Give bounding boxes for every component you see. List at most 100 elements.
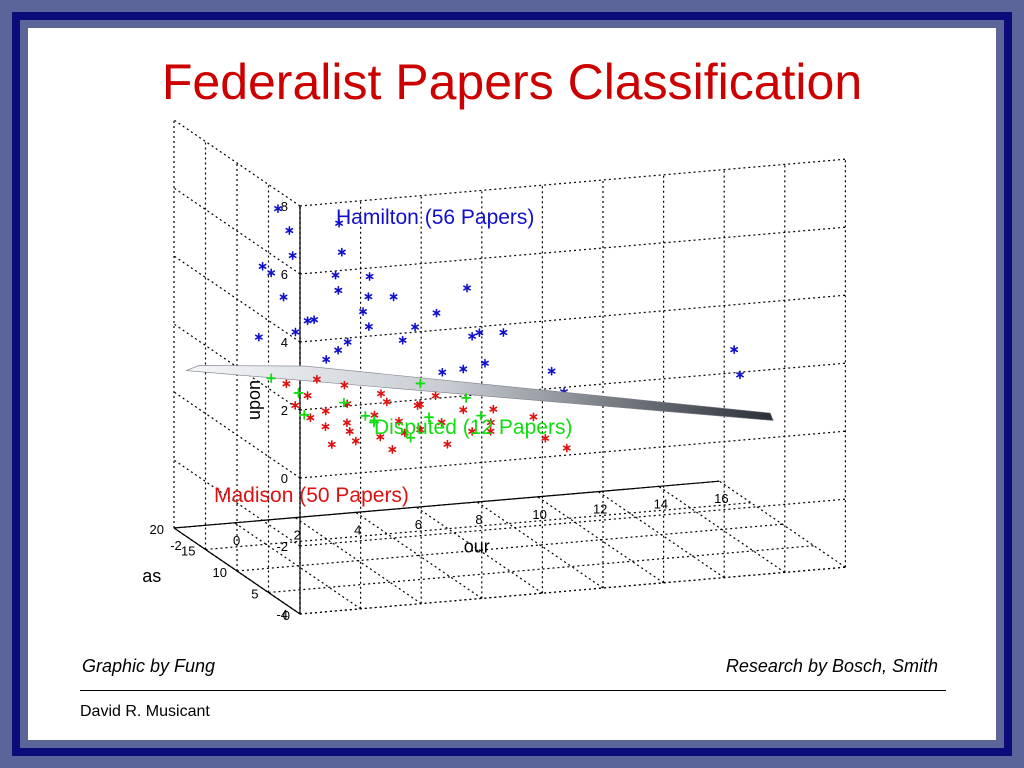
data-point	[547, 366, 556, 376]
x-tick-label: 0	[233, 533, 240, 548]
x-axis-line	[173, 480, 720, 529]
data-point	[365, 272, 374, 281]
data-point	[274, 204, 282, 214]
z-tick-label: -2	[276, 539, 288, 554]
data-point	[476, 410, 486, 421]
grid-line	[299, 226, 846, 275]
grid-line	[299, 566, 846, 615]
series-annotation: Disputed (12 Papers)	[374, 416, 572, 439]
data-point	[415, 378, 426, 389]
z-axis-label: upon	[244, 380, 264, 420]
y-tick-label: 5	[251, 587, 258, 602]
data-point	[258, 261, 267, 271]
x-tick-label: 4	[354, 522, 361, 537]
data-point	[730, 345, 739, 354]
data-point	[400, 428, 409, 438]
z-tick-label: -4	[276, 607, 288, 622]
z-tick-label: 2	[281, 403, 288, 418]
y-tick-label: 0	[283, 608, 290, 623]
data-point	[334, 286, 343, 295]
data-point	[377, 389, 385, 399]
z-tick-label: 6	[281, 267, 288, 282]
y-tick-label: 15	[181, 544, 195, 559]
x-tick-label: 6	[415, 517, 422, 532]
data-point	[359, 307, 367, 316]
data-point	[388, 445, 397, 454]
data-point	[282, 379, 291, 389]
data-point	[322, 355, 331, 364]
data-point	[475, 328, 484, 338]
separating-plane	[186, 365, 774, 421]
data-point	[267, 268, 276, 278]
data-point	[360, 410, 371, 421]
grid-line	[236, 523, 783, 572]
data-point	[405, 432, 416, 443]
grid-line	[299, 158, 846, 207]
y-tick-label: 10	[213, 565, 227, 580]
grid-line	[476, 501, 604, 589]
data-point	[369, 415, 380, 426]
grid-line	[268, 545, 814, 594]
data-point	[389, 292, 398, 302]
data-point	[303, 391, 312, 400]
data-point	[343, 418, 351, 428]
data-point	[486, 426, 495, 436]
data-point	[376, 432, 385, 442]
slide-title: Federalist Papers Classification	[161, 54, 863, 110]
data-point	[285, 226, 294, 235]
data-point	[321, 406, 330, 416]
z-tick-label: 4	[281, 335, 288, 350]
data-point	[299, 409, 310, 420]
y-axis-label: as	[142, 566, 161, 586]
data-point	[303, 316, 312, 326]
x-tick-label: -2	[170, 538, 182, 553]
grid-line	[299, 498, 846, 547]
research-credit: Research by Bosch, Smith	[725, 656, 938, 676]
x-tick-label: 8	[475, 512, 482, 527]
graphic-credit: Graphic by Fung	[82, 656, 216, 676]
data-point	[364, 292, 373, 302]
x-tick-label: 2	[294, 528, 301, 543]
data-point	[481, 358, 489, 368]
x-tick-label: 12	[593, 502, 607, 517]
data-point	[437, 417, 446, 427]
grid-line	[173, 119, 301, 207]
data-point	[463, 283, 471, 293]
grid-line	[355, 511, 483, 599]
series-annotation: Hamilton (56 Papers)	[336, 206, 534, 229]
series-annotation: Madison (50 Papers)	[214, 484, 409, 507]
author-name: David R. Musicant	[80, 703, 210, 720]
data-point	[461, 393, 471, 403]
data-point	[321, 422, 330, 432]
grid-line	[173, 187, 301, 275]
data-point	[459, 405, 468, 415]
data-point	[335, 218, 343, 228]
data-point	[340, 380, 349, 390]
slide-canvas	[28, 28, 996, 740]
y-axis-line	[173, 527, 301, 615]
grid-line	[537, 496, 664, 584]
data-point	[443, 439, 452, 449]
data-point	[331, 270, 340, 280]
grid-line	[416, 506, 543, 594]
data-point	[489, 404, 498, 414]
grid-line	[719, 480, 846, 568]
grid-line	[299, 294, 846, 343]
data-point	[327, 440, 336, 449]
data-point	[395, 416, 403, 426]
data-point	[310, 315, 319, 325]
data-point	[337, 247, 346, 257]
x-axis-label: our	[464, 537, 490, 557]
data-point	[486, 418, 495, 427]
data-point	[345, 426, 354, 436]
data-point	[411, 322, 419, 332]
data-point	[529, 412, 538, 422]
data-point	[432, 308, 441, 318]
data-point	[459, 364, 468, 374]
x-tick-label: 10	[532, 507, 546, 522]
data-point	[398, 335, 407, 345]
data-point	[438, 367, 447, 377]
data-point	[415, 399, 424, 409]
z-tick-label: 0	[281, 471, 288, 486]
